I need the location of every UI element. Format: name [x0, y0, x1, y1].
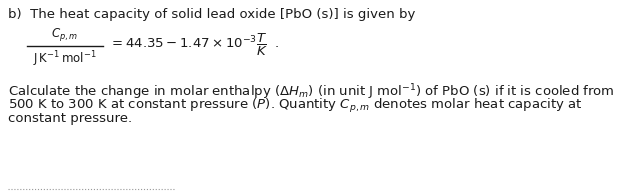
Text: b)  The heat capacity of solid lead oxide [PbO (s)] is given by: b) The heat capacity of solid lead oxide… [8, 8, 415, 21]
Text: $= 44.35 - 1.47 \times 10^{-3}\dfrac{T}{K}$  .: $= 44.35 - 1.47 \times 10^{-3}\dfrac{T}{… [109, 32, 279, 58]
Text: Calculate the change in molar enthalpy ($\Delta H_m$) (in unit J mol$^{-1}$) of : Calculate the change in molar enthalpy (… [8, 82, 614, 102]
Text: $C_{p,m}$: $C_{p,m}$ [52, 26, 79, 43]
Text: $\mathrm{J\,K^{-1}\,mol^{-1}}$: $\mathrm{J\,K^{-1}\,mol^{-1}}$ [33, 49, 97, 69]
Text: 500 K to 300 K at constant pressure ($P$). Quantity $C_{p,m}$ denotes molar heat: 500 K to 300 K at constant pressure ($P$… [8, 97, 583, 115]
Text: constant pressure.: constant pressure. [8, 112, 132, 125]
